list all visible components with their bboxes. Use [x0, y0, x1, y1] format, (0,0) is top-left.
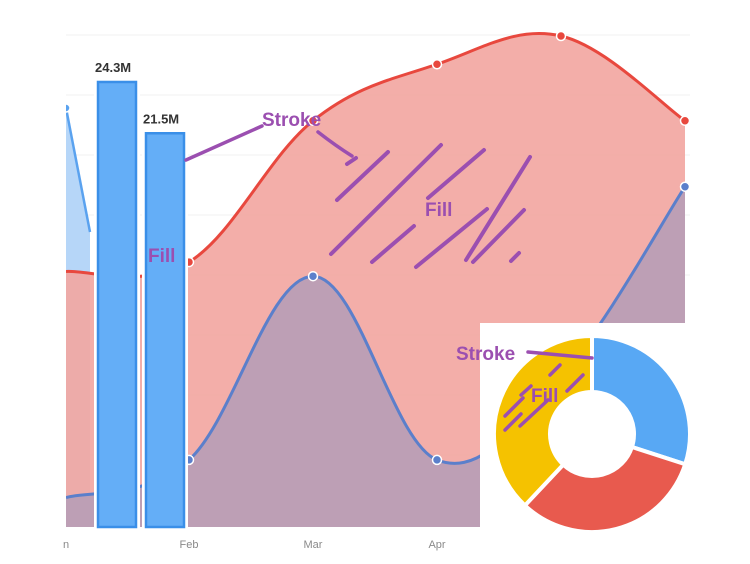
- bar-fill-annotation: Fill: [148, 246, 175, 267]
- stroke-callout-line: [184, 124, 264, 162]
- x-tick-label: Apr: [428, 539, 445, 551]
- donut-fill-hatching: [503, 363, 585, 432]
- bar-value-label: 21.5M: [143, 111, 179, 126]
- x-axis-ticks: n Feb Mar Apr: [63, 539, 446, 551]
- x-tick-label: n: [63, 539, 69, 551]
- left-area-point: [66, 103, 71, 113]
- bar-chart: 24.3M 21.5M: [94, 60, 188, 530]
- donut-stroke-annotation: Stroke: [456, 344, 515, 365]
- annotation-overlay: [184, 124, 532, 269]
- area-point: [307, 115, 319, 127]
- left-area-stroke: [66, 107, 92, 233]
- donut-slice: [590, 333, 692, 467]
- area-series-1-points: [183, 30, 690, 268]
- stroke-annotation: Stroke: [262, 110, 321, 131]
- donut-chart: [492, 333, 692, 534]
- area-point: [431, 59, 443, 70]
- area-point: [307, 270, 319, 282]
- donut-stroke-callout-line: [526, 350, 594, 360]
- x-tick-label: Mar: [304, 539, 323, 551]
- area-point: [679, 181, 690, 192]
- bar: [144, 132, 186, 529]
- stroke-callout-line-2: [316, 130, 354, 158]
- area-point: [679, 115, 690, 127]
- area-point: [431, 454, 443, 466]
- area-fill-annotation: Fill: [425, 200, 452, 221]
- donut-slice: [522, 444, 688, 534]
- bar-value-label: 24.3M: [95, 60, 131, 75]
- bar: [96, 80, 138, 529]
- donut-fill-annotation: Fill: [531, 386, 558, 407]
- fill-hatching: [329, 143, 532, 269]
- x-tick-label: Feb: [180, 539, 199, 551]
- donut-annotation-overlay: [503, 350, 594, 432]
- donut-slice: [492, 333, 594, 509]
- area-point: [555, 30, 567, 42]
